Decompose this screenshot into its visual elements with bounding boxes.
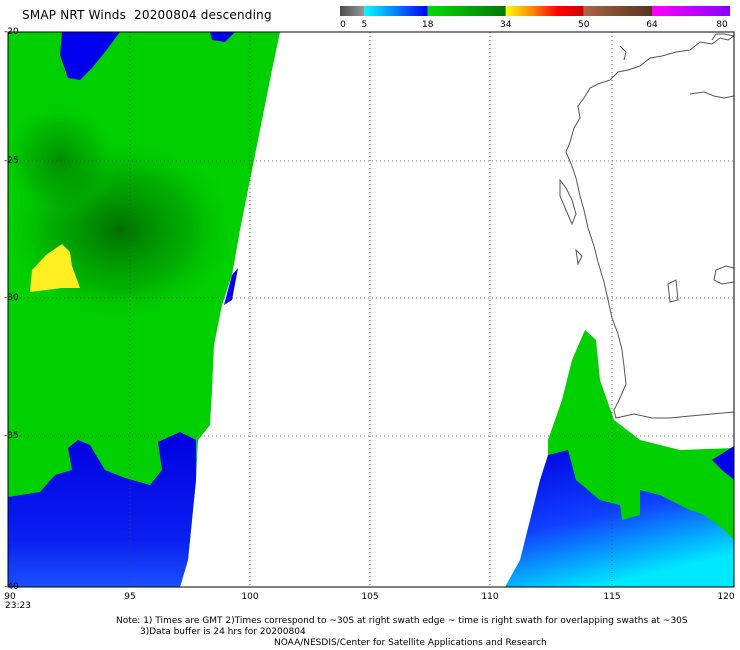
colorbar-segment [340,6,365,16]
y-tick-label: -25 [4,156,19,166]
note-line-1: Note: 1) Times are GMT 2)Times correspon… [116,616,688,626]
colorbar-label: 80 [716,20,728,30]
right-swath-blue [505,450,734,587]
colorbar-segment [427,6,506,16]
note-line-2: 3)Data buffer is 24 hrs for 20200804 [140,627,306,637]
colorbar [340,6,730,16]
x-tick-label: 105 [361,592,379,602]
right-swath-blue-right [712,446,734,480]
x-tick-label: 120 [717,592,735,602]
y-tick-label: -20 [4,27,19,37]
y-tick-label: -35 [4,431,19,441]
left-swath-blue-tip [210,32,235,42]
x-tick-label: 95 [124,592,136,602]
coastline-detail [559,33,734,303]
x-tick-label: 110 [481,592,499,602]
swath-time: 23:23 [5,601,31,611]
colorbar-segment [583,6,652,16]
colorbar-label: 0 [340,20,346,30]
y-tick-label: -40 [4,582,19,592]
colorbar-segment [505,6,584,16]
x-tick-label: 100 [241,592,259,602]
colorbar-segment [652,6,730,16]
colorbar-label: 18 [422,20,434,30]
left-swath-blue-bottom [8,432,196,587]
left-swath-blue-edge [224,268,238,305]
plot-frame [7,31,735,588]
coastline [565,35,734,419]
colorbar-label: 64 [646,20,658,30]
colorbar-label: 5 [361,20,368,30]
yellow-wind-region [30,244,80,292]
y-tick-label: -30 [4,293,19,303]
colorbar-label: 34 [500,20,512,30]
right-swath-green-lower [620,450,734,540]
colorbar-label: 50 [578,20,590,30]
chart-title: SMAP NRT Winds 20200804 descending [22,8,272,22]
colorbar-segment [364,6,428,16]
credit-line: NOAA/NESDIS/Center for Satellite Applica… [274,638,547,648]
dark-wind-region-2 [8,100,120,220]
x-tick-label: 115 [603,592,621,602]
x-tick-label: 90 [4,592,16,602]
grid [8,32,734,587]
left-swath-blue-top [60,32,120,80]
